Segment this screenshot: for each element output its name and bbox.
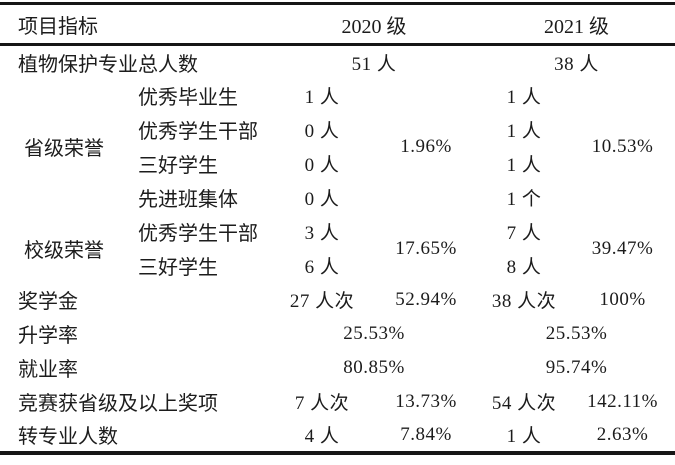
sub-label: 优秀学生干部	[138, 121, 258, 143]
row-label: 竞赛获省级及以上奖项	[18, 393, 218, 415]
count-2021: 1 个	[506, 189, 542, 210]
header-metric-label: 项目指标	[0, 3, 270, 46]
sub-label: 三好学生	[138, 155, 218, 177]
count-2020: 4 人	[304, 426, 340, 447]
count-2020: 3 人	[304, 223, 340, 244]
pct-2021: 2.63%	[596, 423, 649, 445]
row-label: 奖学金	[18, 291, 78, 313]
pct-2021-school: 39.47%	[591, 237, 654, 259]
count-2021: 1 人	[506, 87, 542, 108]
row-label: 植物保护专业总人数	[18, 53, 198, 76]
total-2020: 51 人	[351, 53, 397, 75]
group-label-provincial-honor: 省级荣誉	[24, 138, 104, 160]
row-provincial-honor-2: 优秀学生干部 0 人 1 人	[0, 113, 675, 147]
row-provincial-honor-1: 省级荣誉 优秀毕业生 1 人 1.96% 1 人 10.53%	[0, 79, 675, 160]
row-school-honor-2: 三好学生 6 人 8 人	[0, 249, 675, 283]
row-label: 就业率	[18, 359, 78, 381]
rate-2020: 80.85%	[343, 356, 405, 378]
row-further-study-rate: 升学率 25.53% 25.53%	[0, 317, 675, 351]
count-2020: 1 人	[304, 87, 340, 108]
pct-2020: 52.94%	[395, 288, 457, 310]
header-cohort-2021: 2021 级	[478, 3, 675, 46]
row-provincial-honor-3: 三好学生 0 人 1 人	[0, 147, 675, 181]
pct-2020-school: 17.65%	[395, 237, 457, 259]
pct-2020: 13.73%	[395, 390, 457, 412]
pct-2021-provincial: 10.53%	[591, 135, 654, 157]
count-2020: 0 人	[304, 155, 340, 176]
pct-2021: 142.11%	[587, 390, 658, 412]
count-2021: 38 人次	[491, 291, 557, 312]
count-2021: 1 人	[506, 121, 542, 142]
count-2020: 0 人	[304, 189, 340, 210]
row-school-honor-1: 校级荣誉 优秀学生干部 3 人 17.65% 7 人 39.47%	[0, 215, 675, 262]
header-row: 项目指标 2020 级 2021 级	[0, 3, 675, 46]
row-provincial-honor-4: 先进班集体 0 人 1 个	[0, 181, 675, 215]
group-label-school-honor: 校级荣誉	[24, 240, 104, 262]
pct-2020-provincial: 1.96%	[400, 135, 452, 157]
count-2020: 7 人次	[294, 393, 350, 414]
count-2020: 6 人	[304, 257, 340, 278]
row-total-students: 植物保护专业总人数 51 人 38 人	[0, 45, 675, 79]
count-2021: 1 人	[506, 155, 542, 176]
row-scholarship: 奖学金 27 人次 52.94% 38 人次 100%	[0, 283, 675, 317]
count-2020: 0 人	[304, 121, 340, 142]
row-label: 升学率	[18, 325, 78, 347]
row-competition-awards: 竞赛获省级及以上奖项 7 人次 13.73% 54 人次 142.11%	[0, 385, 675, 419]
pct-2020: 7.84%	[400, 423, 452, 445]
sub-label: 优秀毕业生	[138, 87, 238, 109]
row-major-transfer: 转专业人数 4 人 7.84% 1 人 2.63%	[0, 419, 675, 453]
rate-2021: 95.74%	[545, 356, 608, 378]
sub-label: 先进班集体	[138, 189, 238, 211]
sub-label: 三好学生	[138, 257, 218, 279]
count-2021: 54 人次	[491, 393, 557, 414]
row-employment-rate: 就业率 80.85% 95.74%	[0, 351, 675, 385]
count-2020: 27 人次	[289, 291, 355, 312]
cohort-metrics-table: 项目指标 2020 级 2021 级 植物保护专业总人数 51 人 38 人 省…	[0, 2, 675, 455]
count-2021: 1 人	[506, 426, 542, 447]
sub-label: 优秀学生干部	[138, 223, 258, 245]
header-cohort-2020: 2020 级	[270, 3, 478, 46]
count-2021: 8 人	[506, 257, 542, 278]
rate-2021: 25.53%	[545, 322, 608, 344]
count-2021: 7 人	[506, 223, 542, 244]
row-label: 转专业人数	[18, 426, 118, 448]
rate-2020: 25.53%	[343, 322, 405, 344]
pct-2021: 100%	[599, 288, 646, 310]
total-2021: 38 人	[554, 53, 599, 75]
